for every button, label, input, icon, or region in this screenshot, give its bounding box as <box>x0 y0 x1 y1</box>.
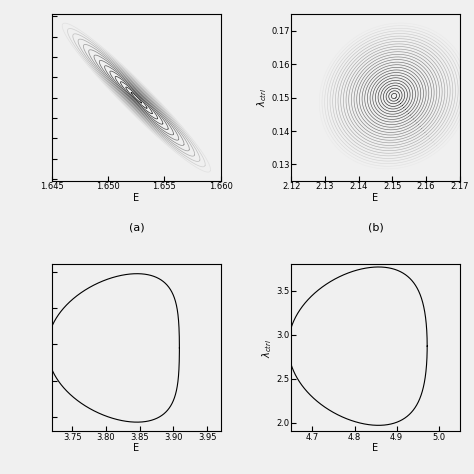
X-axis label: E: E <box>133 443 139 453</box>
Y-axis label: $\lambda_{ctrl}$: $\lambda_{ctrl}$ <box>260 338 274 357</box>
X-axis label: E: E <box>133 193 139 203</box>
Text: (d): (d) <box>368 473 383 474</box>
Text: (b): (b) <box>368 223 383 233</box>
X-axis label: E: E <box>373 443 379 453</box>
X-axis label: E: E <box>373 193 379 203</box>
Y-axis label: $\lambda_{ctrl}$: $\lambda_{ctrl}$ <box>255 88 269 107</box>
Text: (a): (a) <box>128 223 144 233</box>
Text: (c): (c) <box>129 473 144 474</box>
